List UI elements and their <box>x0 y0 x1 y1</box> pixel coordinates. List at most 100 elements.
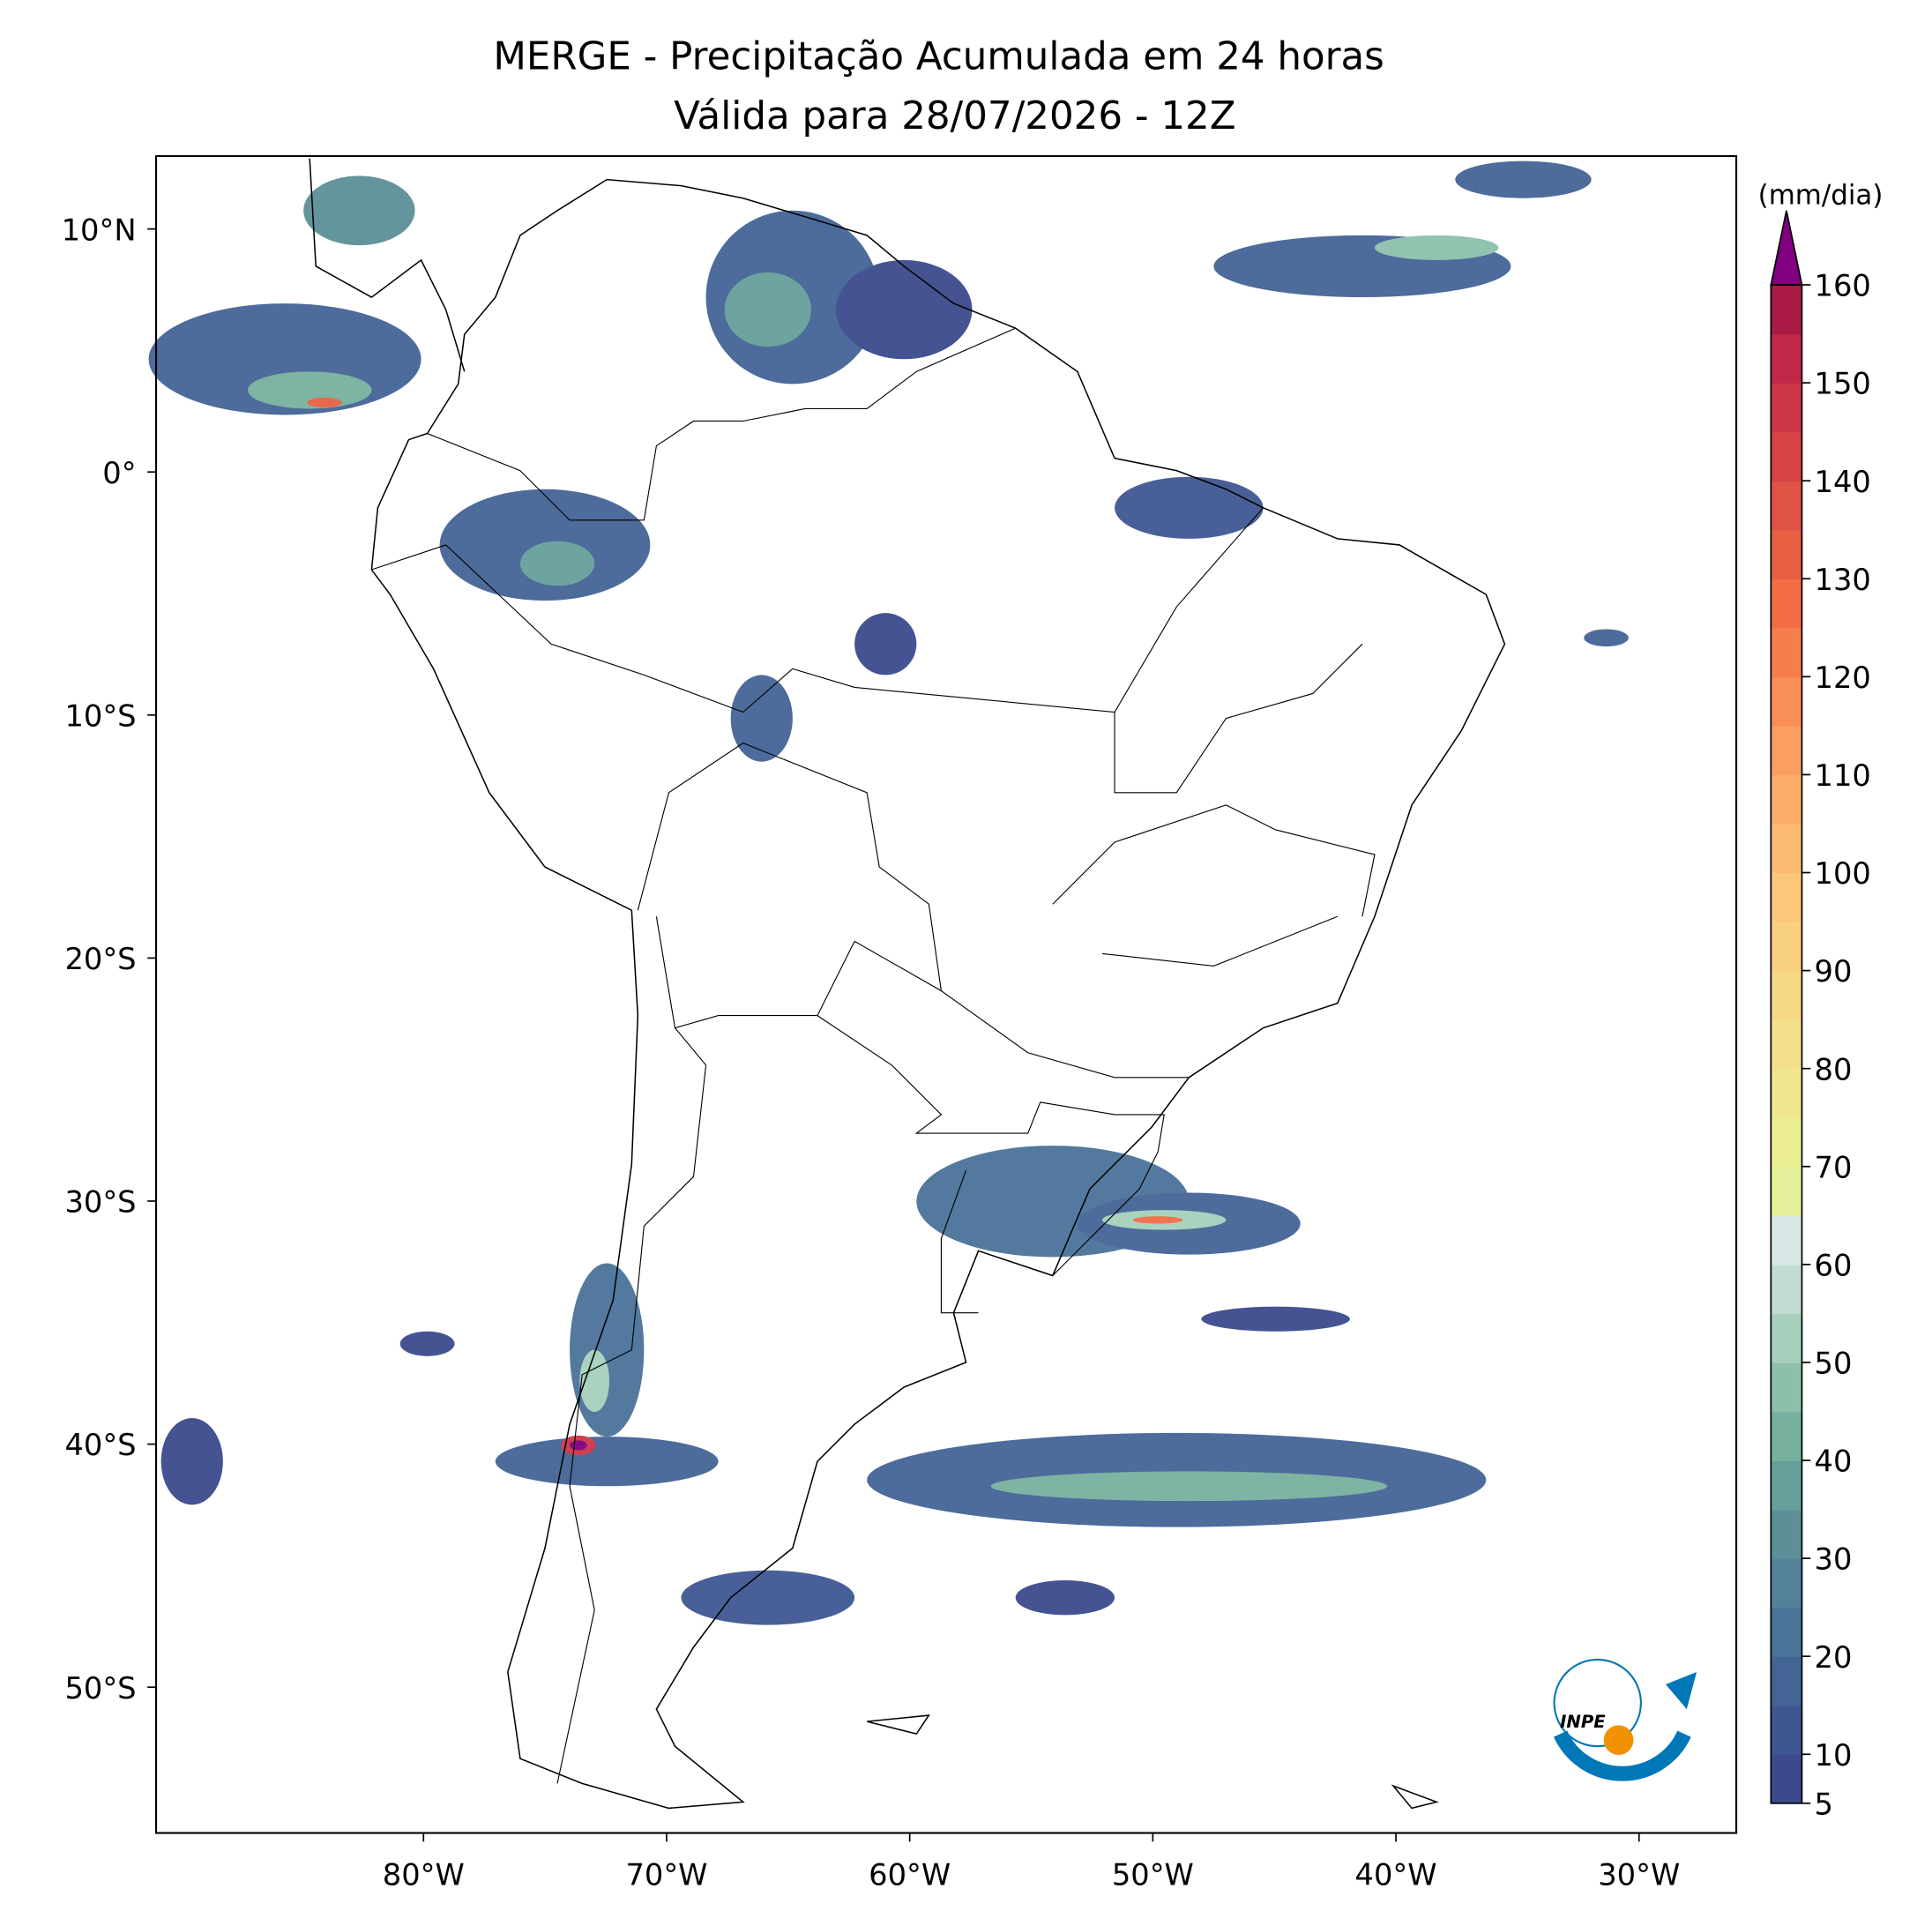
rain-area <box>990 1471 1387 1502</box>
colorbar-tick-label: 130 <box>1815 563 1871 597</box>
rain-area <box>519 541 595 586</box>
y-tick-label: 40°S <box>64 1428 136 1462</box>
rain-area <box>579 1349 610 1413</box>
colorbar-label: (mm/dia) <box>1758 180 1884 212</box>
colorbar-band <box>1771 1656 1802 1706</box>
colorbar-band <box>1771 1215 1802 1265</box>
colorbar-band <box>1771 774 1802 825</box>
colorbar-tick-label: 10 <box>1815 1738 1853 1773</box>
y-tick-label: 50°S <box>64 1671 136 1706</box>
colorbar-band <box>1771 1362 1802 1413</box>
colorbar-band <box>1771 1264 1802 1315</box>
rain-area <box>1584 629 1629 647</box>
inpe-logo: INPE <box>1553 1658 1697 1781</box>
rain-area <box>399 1331 455 1356</box>
map-subtitle: Válida para 28/07/2026 - 12Z <box>674 94 1235 138</box>
colorbar-tick-label: 5 <box>1815 1787 1833 1821</box>
y-tick-label: 10°S <box>64 698 136 733</box>
x-tick-label: 40°W <box>1355 1858 1437 1892</box>
coastline <box>866 1714 1439 1810</box>
rain-area <box>681 1570 855 1625</box>
precipitation-field <box>148 160 1629 1625</box>
colorbar-band <box>1771 285 1802 335</box>
colorbar-tick-label: 70 <box>1815 1150 1853 1184</box>
colorbar-band <box>1771 1068 1802 1118</box>
colorbar-band <box>1771 970 1802 1020</box>
colorbar-tick-label: 80 <box>1815 1052 1853 1086</box>
colorbar-band <box>1771 872 1802 922</box>
colorbar-band <box>1771 1019 1802 1070</box>
y-tick-label: 30°S <box>64 1185 136 1220</box>
coastline <box>370 178 1506 1810</box>
colorbar-band <box>1771 922 1802 972</box>
colorbar-tick-label: 50 <box>1815 1347 1853 1381</box>
rain-area <box>854 613 917 676</box>
colorbar-band <box>1771 579 1802 629</box>
colorbar-band <box>1771 1166 1802 1217</box>
rain-area <box>247 371 372 409</box>
map-title: MERGE - Precipitação Acumulada em 24 hor… <box>493 35 1384 79</box>
colorbar-band <box>1771 1607 1802 1657</box>
colorbar-band <box>1771 1117 1802 1168</box>
rain-area <box>570 1440 587 1451</box>
coastline <box>309 158 466 372</box>
x-tick-label: 50°W <box>1112 1858 1194 1892</box>
border <box>941 643 1376 1079</box>
x-tick-label: 70°W <box>625 1858 707 1892</box>
y-tick-label: 0° <box>102 456 136 490</box>
colorbar-band <box>1771 1460 1802 1511</box>
logo-text: INPE <box>1560 1712 1606 1732</box>
rain-area <box>1133 1216 1183 1224</box>
rain-area <box>160 1418 223 1505</box>
colorbar-tick-label: 140 <box>1815 465 1871 499</box>
y-tick-label: 20°S <box>64 942 136 976</box>
colorbar-frame <box>1770 284 1803 1804</box>
rain-area <box>303 175 415 246</box>
rain-area <box>1374 235 1499 260</box>
border <box>371 507 1264 713</box>
x-tick-label: 80°W <box>383 1858 465 1892</box>
logo-orbit <box>1553 1658 1642 1748</box>
colorbar-band <box>1771 529 1802 579</box>
borders <box>371 327 1376 1784</box>
colorbar-band <box>1771 383 1802 433</box>
rain-area <box>836 259 973 360</box>
colorbar-band <box>1771 333 1802 384</box>
colorbar-tick-label: 30 <box>1815 1542 1853 1577</box>
colorbar-tick-label: 90 <box>1815 954 1853 989</box>
border <box>556 1027 707 1784</box>
colorbar-band <box>1771 725 1802 776</box>
colorbar-band <box>1771 1558 1802 1609</box>
colorbar-band <box>1771 627 1802 678</box>
logo-arrow <box>1665 1671 1697 1710</box>
colorbar-tick-label: 110 <box>1815 758 1871 793</box>
border <box>637 743 943 1029</box>
rain-area <box>570 1263 645 1437</box>
colorbar-band <box>1771 676 1802 727</box>
colorbar-tick-label: 150 <box>1815 367 1871 401</box>
colorbar-band <box>1771 431 1802 481</box>
logo-sun <box>1603 1725 1634 1756</box>
colorbar-band <box>1771 481 1802 531</box>
map-frame <box>154 154 1738 1834</box>
border <box>427 327 1016 521</box>
colorbar-tick-label: 20 <box>1815 1640 1853 1675</box>
rain-area <box>1455 160 1592 198</box>
colorbar-band <box>1771 1411 1802 1461</box>
colorbar-tick-label: 160 <box>1815 269 1871 303</box>
colorbar-band <box>1771 823 1802 874</box>
rain-area <box>730 675 793 762</box>
coastlines <box>309 158 1506 1810</box>
colorbar-tick-label: 40 <box>1815 1444 1853 1479</box>
rain-area <box>1201 1306 1350 1332</box>
x-tick-label: 30°W <box>1598 1858 1680 1892</box>
y-tick-label: 10°N <box>62 213 137 247</box>
colorbar-band <box>1771 1754 1802 1804</box>
rain-area <box>1015 1580 1115 1616</box>
logo-arc <box>1553 1730 1691 1781</box>
colorbar-tick-label: 60 <box>1815 1248 1853 1282</box>
colorbar-band <box>1771 1705 1802 1755</box>
colorbar-band <box>1771 1313 1802 1363</box>
